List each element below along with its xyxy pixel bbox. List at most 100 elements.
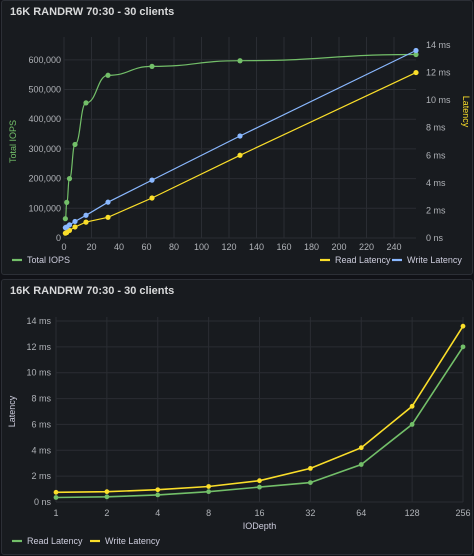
data-point bbox=[104, 494, 110, 500]
x-tick-label: 160 bbox=[276, 242, 291, 252]
legend-label: Total IOPS bbox=[27, 255, 70, 265]
data-point bbox=[307, 465, 313, 471]
data-point bbox=[413, 69, 419, 76]
y-left-tick-label: 100,000 bbox=[28, 203, 61, 213]
x-tick-label: 220 bbox=[359, 242, 374, 252]
data-point bbox=[409, 422, 415, 427]
data-point bbox=[460, 344, 466, 350]
data-point bbox=[53, 489, 59, 495]
data-point bbox=[62, 216, 68, 222]
y-left-axis-title: Total IOPS bbox=[8, 120, 18, 163]
data-point bbox=[83, 212, 89, 218]
data-point bbox=[237, 133, 243, 139]
chart-panel-latency: 16K RANDRW 70:30 - 30 clients 1 2 4 8 16 32 64… bbox=[1, 279, 473, 555]
y-right-tick-label: 8 ms bbox=[426, 123, 446, 133]
data-point bbox=[206, 489, 212, 495]
y-tick-label: 6 ms bbox=[31, 419, 51, 429]
latency-iodepth-chart: 1 2 4 8 16 32 64 128 256 0 ns 2 ms 4 ms 6 ms 8 ms 10 m… bbox=[7, 316, 471, 546]
x-tick-label: 20 bbox=[86, 242, 96, 252]
y-left-tick-label: 600,000 bbox=[28, 55, 61, 65]
y-tick-label: 8 ms bbox=[31, 394, 51, 404]
y-right-tick-label: 2 ms bbox=[426, 205, 446, 215]
iops-latency-chart: 0 20 40 60 80 100 120 140 160 180 200 220 240 0 100,00… bbox=[8, 37, 471, 265]
legend-label: Read Latency bbox=[335, 255, 391, 265]
y-right-axis-title: Latency bbox=[461, 96, 471, 128]
data-point bbox=[413, 51, 419, 58]
data-point bbox=[409, 403, 415, 409]
data-point bbox=[257, 484, 262, 490]
x-tick-label: 180 bbox=[304, 242, 319, 252]
data-point bbox=[66, 176, 73, 182]
x-tick-label: 80 bbox=[169, 242, 179, 252]
data-point bbox=[53, 495, 59, 500]
y-tick-label: 4 ms bbox=[31, 445, 51, 455]
y-left-tick-label: 500,000 bbox=[28, 85, 61, 95]
data-point bbox=[155, 487, 161, 493]
panel-title: 16K RANDRW 70:30 - 30 clients bbox=[10, 285, 175, 297]
y-tick-label: 0 ns bbox=[34, 497, 52, 507]
data-point bbox=[72, 224, 78, 230]
data-point bbox=[413, 47, 419, 54]
data-point bbox=[83, 100, 89, 106]
x-tick-label: 0 bbox=[61, 242, 66, 252]
series-line-total-iops bbox=[64, 53, 417, 220]
x-tick-label: 120 bbox=[221, 242, 236, 252]
legend-label: Write Latency bbox=[407, 255, 462, 265]
data-point bbox=[104, 489, 110, 495]
data-point bbox=[66, 222, 73, 228]
y-left-tick-label: 400,000 bbox=[28, 114, 61, 124]
x-tick-label: 256 bbox=[455, 508, 470, 518]
data-point bbox=[358, 462, 364, 467]
y-tick-label: 12 ms bbox=[26, 342, 51, 352]
y-right-tick-label: 12 ms bbox=[426, 68, 451, 78]
data-point bbox=[307, 480, 313, 486]
data-point bbox=[257, 478, 262, 484]
y-right-tick-label: 10 ms bbox=[426, 95, 451, 105]
x-tick-label: 32 bbox=[305, 508, 315, 518]
x-tick-label: 60 bbox=[141, 242, 151, 252]
data-point bbox=[72, 141, 78, 148]
y-right-tick-label: 0 ns bbox=[426, 233, 444, 243]
data-point bbox=[72, 218, 78, 225]
legend-label: Write Latency bbox=[105, 536, 160, 546]
x-tick-label: 128 bbox=[405, 508, 420, 518]
series-line-write-latency bbox=[65, 49, 417, 229]
data-point bbox=[105, 72, 111, 78]
data-point bbox=[237, 152, 243, 158]
data-point bbox=[64, 199, 70, 205]
x-tick-label: 140 bbox=[249, 242, 264, 252]
data-point bbox=[83, 219, 89, 225]
y-left-tick-label: 200,000 bbox=[28, 174, 61, 184]
data-point bbox=[206, 484, 212, 489]
data-point bbox=[460, 323, 466, 329]
data-point bbox=[358, 445, 364, 451]
y-left-tick-label: 300,000 bbox=[28, 144, 61, 154]
x-tick-label: 100 bbox=[194, 242, 209, 252]
data-point bbox=[105, 214, 111, 220]
data-point bbox=[105, 199, 111, 205]
y-tick-label: 10 ms bbox=[26, 368, 51, 378]
y-tick-label: 2 ms bbox=[31, 471, 51, 481]
panel-title: 16K RANDRW 70:30 - 30 clients bbox=[10, 6, 175, 18]
y-right-tick-label: 4 ms bbox=[426, 178, 446, 188]
x-axis-title: IODepth bbox=[243, 521, 277, 531]
data-point bbox=[149, 195, 155, 201]
data-point bbox=[149, 63, 155, 69]
y-left-tick-label: 0 bbox=[56, 233, 61, 243]
x-tick-label: 200 bbox=[331, 242, 346, 252]
x-tick-label: 2 bbox=[104, 508, 109, 518]
legend-label: Read Latency bbox=[27, 536, 83, 546]
y-axis-title: Latency bbox=[7, 395, 17, 427]
y-tick-label: 14 ms bbox=[26, 316, 51, 326]
data-point bbox=[149, 177, 155, 183]
x-tick-label: 240 bbox=[386, 242, 401, 252]
data-point bbox=[155, 492, 161, 498]
y-right-tick-label: 6 ms bbox=[426, 150, 446, 160]
y-right-tick-label: 14 ms bbox=[426, 40, 451, 50]
x-tick-label: 40 bbox=[114, 242, 124, 252]
x-tick-label: 4 bbox=[155, 508, 160, 518]
x-tick-label: 16 bbox=[254, 508, 264, 518]
x-tick-label: 8 bbox=[206, 508, 211, 518]
x-tick-label: 1 bbox=[53, 508, 58, 518]
chart-panel-iops: 16K RANDRW 70:30 - 30 clients 0 20 40 60 80 1… bbox=[1, 0, 473, 275]
